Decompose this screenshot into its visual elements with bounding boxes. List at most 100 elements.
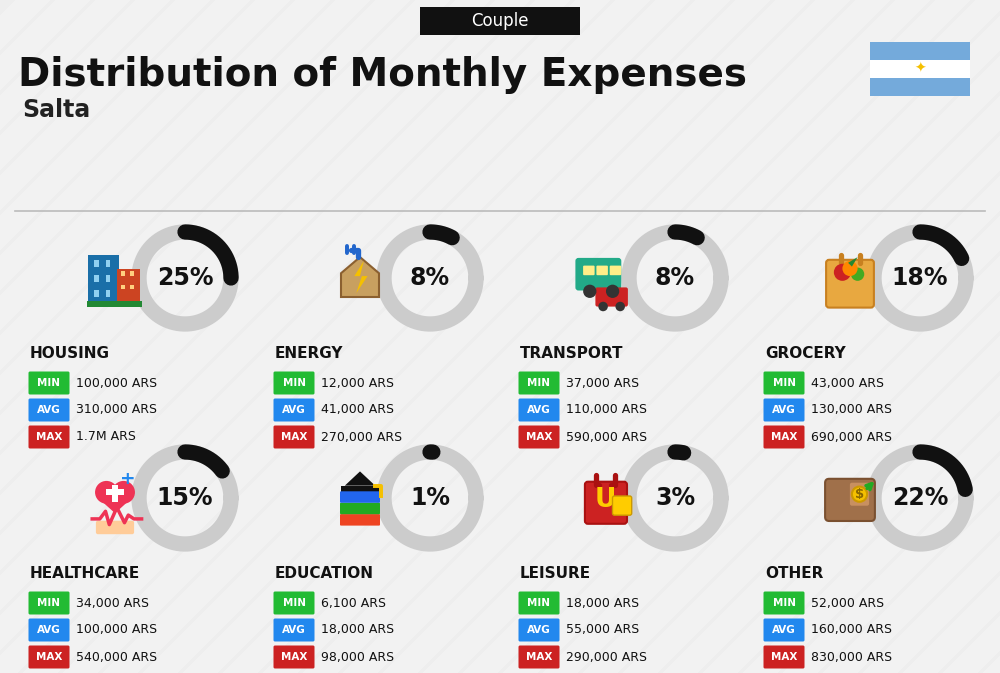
FancyBboxPatch shape bbox=[94, 260, 99, 267]
Text: EDUCATION: EDUCATION bbox=[275, 565, 374, 581]
Text: 98,000 ARS: 98,000 ARS bbox=[321, 651, 394, 664]
Text: MAX: MAX bbox=[526, 432, 552, 442]
Text: 270,000 ARS: 270,000 ARS bbox=[321, 431, 402, 444]
Polygon shape bbox=[96, 496, 134, 513]
FancyBboxPatch shape bbox=[274, 425, 314, 448]
Text: 110,000 ARS: 110,000 ARS bbox=[566, 404, 647, 417]
FancyBboxPatch shape bbox=[28, 592, 70, 614]
FancyBboxPatch shape bbox=[274, 645, 314, 668]
Text: 12,000 ARS: 12,000 ARS bbox=[321, 376, 394, 390]
Text: +: + bbox=[120, 470, 136, 488]
Text: MIN: MIN bbox=[528, 598, 550, 608]
FancyBboxPatch shape bbox=[764, 592, 804, 614]
FancyBboxPatch shape bbox=[94, 275, 99, 282]
Text: GROCERY: GROCERY bbox=[765, 345, 846, 361]
Text: 1.7M ARS: 1.7M ARS bbox=[76, 431, 136, 444]
Text: MIN: MIN bbox=[772, 598, 796, 608]
Text: 55,000 ARS: 55,000 ARS bbox=[566, 623, 639, 637]
Text: 22%: 22% bbox=[892, 486, 948, 510]
FancyBboxPatch shape bbox=[850, 483, 869, 505]
Text: MIN: MIN bbox=[38, 378, 60, 388]
Circle shape bbox=[583, 285, 596, 298]
Text: OTHER: OTHER bbox=[765, 565, 823, 581]
FancyBboxPatch shape bbox=[106, 489, 124, 495]
FancyBboxPatch shape bbox=[106, 260, 110, 267]
FancyBboxPatch shape bbox=[340, 514, 380, 526]
FancyBboxPatch shape bbox=[87, 301, 142, 306]
FancyBboxPatch shape bbox=[88, 255, 119, 305]
FancyBboxPatch shape bbox=[28, 425, 70, 448]
Text: MAX: MAX bbox=[526, 652, 552, 662]
FancyBboxPatch shape bbox=[585, 482, 627, 524]
Circle shape bbox=[95, 481, 118, 503]
Text: MAX: MAX bbox=[771, 432, 797, 442]
FancyBboxPatch shape bbox=[610, 266, 621, 275]
FancyBboxPatch shape bbox=[28, 645, 70, 668]
FancyBboxPatch shape bbox=[518, 618, 560, 641]
Text: U: U bbox=[594, 487, 616, 513]
Text: AVG: AVG bbox=[527, 405, 551, 415]
FancyBboxPatch shape bbox=[274, 618, 314, 641]
Text: 8%: 8% bbox=[655, 266, 695, 290]
Text: MAX: MAX bbox=[36, 652, 62, 662]
Text: MAX: MAX bbox=[36, 432, 62, 442]
Text: MIN: MIN bbox=[283, 598, 306, 608]
Text: MIN: MIN bbox=[38, 598, 60, 608]
Text: 290,000 ARS: 290,000 ARS bbox=[566, 651, 647, 664]
Text: AVG: AVG bbox=[37, 625, 61, 635]
FancyBboxPatch shape bbox=[130, 271, 134, 276]
Text: 18%: 18% bbox=[892, 266, 948, 290]
FancyBboxPatch shape bbox=[28, 618, 70, 641]
FancyBboxPatch shape bbox=[583, 266, 595, 275]
Text: 160,000 ARS: 160,000 ARS bbox=[811, 623, 892, 637]
FancyBboxPatch shape bbox=[94, 290, 99, 297]
Text: 43,000 ARS: 43,000 ARS bbox=[811, 376, 884, 390]
FancyBboxPatch shape bbox=[518, 645, 560, 668]
FancyBboxPatch shape bbox=[274, 398, 314, 421]
Circle shape bbox=[834, 264, 851, 281]
FancyBboxPatch shape bbox=[274, 592, 314, 614]
Text: 18,000 ARS: 18,000 ARS bbox=[566, 596, 639, 610]
Text: AVG: AVG bbox=[282, 625, 306, 635]
FancyBboxPatch shape bbox=[117, 269, 140, 305]
FancyBboxPatch shape bbox=[112, 485, 118, 502]
Text: 15%: 15% bbox=[157, 486, 213, 510]
Text: MIN: MIN bbox=[772, 378, 796, 388]
Text: HOUSING: HOUSING bbox=[30, 345, 110, 361]
Text: $: $ bbox=[855, 488, 864, 501]
Text: AVG: AVG bbox=[527, 625, 551, 635]
Text: 130,000 ARS: 130,000 ARS bbox=[811, 404, 892, 417]
Text: HEALTHCARE: HEALTHCARE bbox=[30, 565, 140, 581]
Text: 540,000 ARS: 540,000 ARS bbox=[76, 651, 157, 664]
FancyBboxPatch shape bbox=[341, 486, 379, 493]
FancyBboxPatch shape bbox=[764, 398, 804, 421]
Circle shape bbox=[842, 261, 858, 276]
FancyBboxPatch shape bbox=[420, 7, 580, 35]
Text: MIN: MIN bbox=[528, 378, 550, 388]
Text: ENERGY: ENERGY bbox=[275, 345, 344, 361]
Text: LEISURE: LEISURE bbox=[520, 565, 591, 581]
Polygon shape bbox=[345, 471, 375, 486]
Text: 34,000 ARS: 34,000 ARS bbox=[76, 596, 149, 610]
FancyBboxPatch shape bbox=[518, 398, 560, 421]
FancyBboxPatch shape bbox=[612, 496, 632, 516]
FancyBboxPatch shape bbox=[870, 78, 970, 96]
FancyBboxPatch shape bbox=[764, 425, 804, 448]
Polygon shape bbox=[354, 261, 368, 293]
Text: Couple: Couple bbox=[471, 12, 529, 30]
Text: MAX: MAX bbox=[281, 652, 307, 662]
FancyBboxPatch shape bbox=[870, 42, 970, 60]
FancyBboxPatch shape bbox=[130, 285, 134, 289]
FancyBboxPatch shape bbox=[825, 479, 875, 521]
Text: 590,000 ARS: 590,000 ARS bbox=[566, 431, 647, 444]
Text: 690,000 ARS: 690,000 ARS bbox=[811, 431, 892, 444]
FancyBboxPatch shape bbox=[764, 618, 804, 641]
Circle shape bbox=[606, 285, 619, 298]
FancyBboxPatch shape bbox=[518, 592, 560, 614]
Text: 1%: 1% bbox=[410, 486, 450, 510]
Text: AVG: AVG bbox=[772, 405, 796, 415]
Circle shape bbox=[112, 481, 135, 503]
FancyBboxPatch shape bbox=[106, 275, 110, 282]
FancyBboxPatch shape bbox=[870, 60, 970, 78]
FancyBboxPatch shape bbox=[106, 290, 110, 297]
